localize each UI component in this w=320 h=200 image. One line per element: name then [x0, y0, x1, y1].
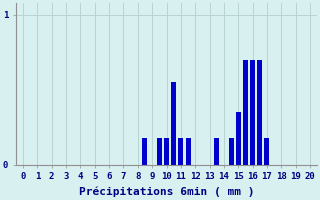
Bar — [157, 138, 162, 165]
Bar — [257, 60, 262, 165]
Bar — [171, 82, 176, 165]
Bar — [228, 138, 234, 165]
X-axis label: Précipitations 6min ( mm ): Précipitations 6min ( mm ) — [79, 187, 254, 197]
Bar — [142, 138, 148, 165]
Bar — [264, 138, 269, 165]
Bar — [236, 112, 241, 165]
Bar — [164, 138, 169, 165]
Bar — [243, 60, 248, 165]
Bar — [186, 138, 190, 165]
Bar — [178, 138, 183, 165]
Bar — [250, 60, 255, 165]
Bar — [214, 138, 219, 165]
